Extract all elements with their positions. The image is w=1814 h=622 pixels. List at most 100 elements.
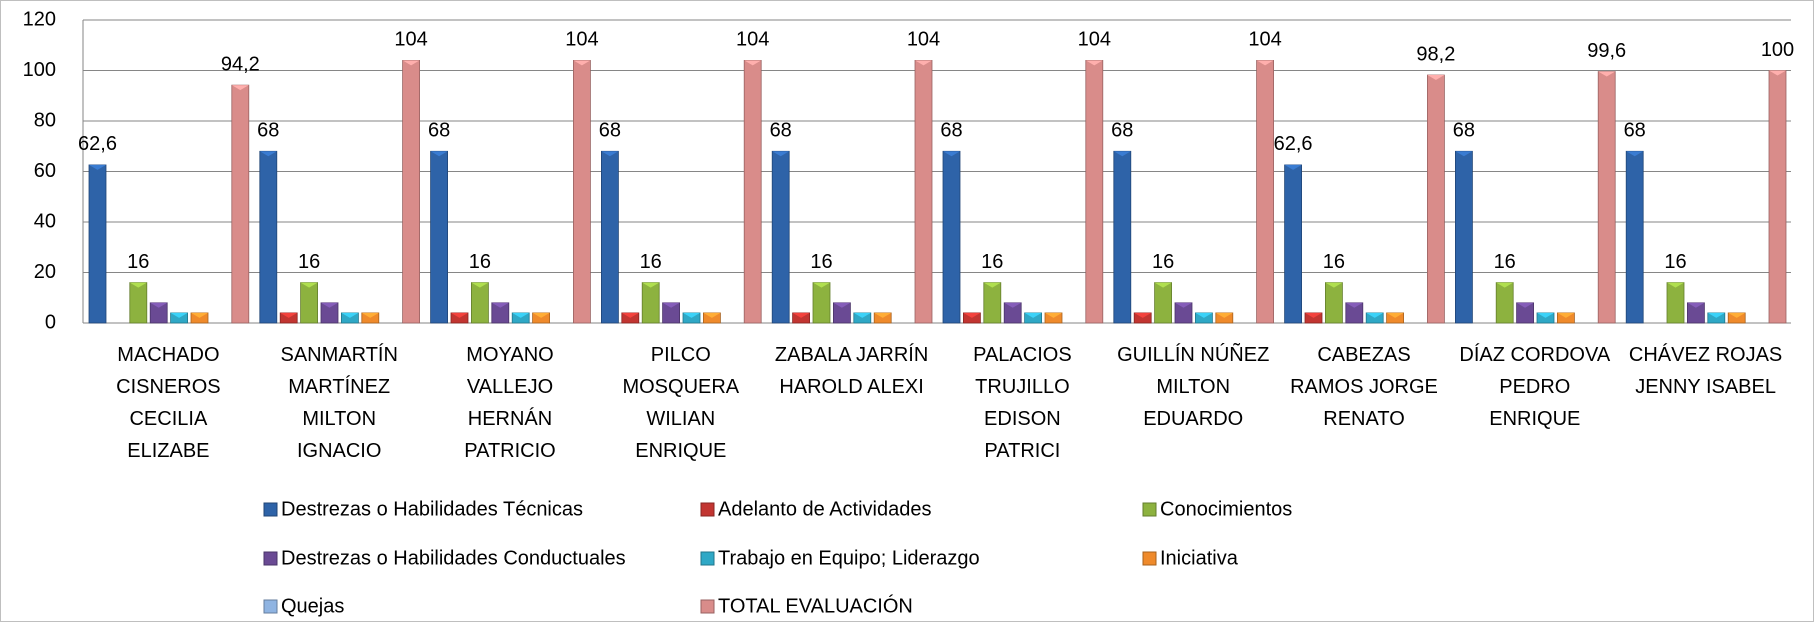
data-label: 94,2 xyxy=(221,53,260,75)
y-tick-label: 100 xyxy=(23,59,56,81)
bar-cap xyxy=(1004,302,1022,308)
bar-cap xyxy=(1085,60,1103,66)
data-label: 68 xyxy=(1624,120,1646,142)
bar-cap xyxy=(963,312,981,318)
data-label: 68 xyxy=(770,120,792,142)
bar-cap xyxy=(1134,312,1152,318)
x-tick-line: ENRIQUE xyxy=(635,440,726,462)
bar-cap xyxy=(1195,312,1213,318)
x-tick-label: PALACIOS TRUJILLO EDISON PATRICI xyxy=(973,344,1072,462)
data-label: 16 xyxy=(127,251,149,273)
bar-cap xyxy=(430,151,448,157)
data-label: 104 xyxy=(907,29,940,51)
bar xyxy=(300,282,319,324)
bar-cap xyxy=(792,312,810,318)
bar-cap xyxy=(321,302,338,308)
x-tick-line: PILCO xyxy=(651,344,711,366)
bar-cap xyxy=(1284,164,1302,170)
x-tick-line: ZABALA JARRÍN xyxy=(775,343,928,366)
bar xyxy=(259,150,278,324)
data-label: 104 xyxy=(565,29,598,51)
bar xyxy=(129,282,148,324)
x-tick-line: MOYANO xyxy=(466,344,553,366)
bar xyxy=(641,282,660,324)
x-tick-line: ELIZABE xyxy=(127,440,209,462)
bar-cap xyxy=(642,282,660,288)
bar-cap xyxy=(853,312,871,318)
legend-swatch xyxy=(1142,551,1157,566)
bar-cap xyxy=(1256,60,1274,66)
bar-cap xyxy=(1024,312,1042,318)
bar-cap xyxy=(915,60,932,66)
bar-cap xyxy=(300,282,318,288)
y-tick-label: 80 xyxy=(34,109,56,131)
x-tick-line: MILTON xyxy=(302,408,376,430)
x-tick-line: JENNY ISABEL xyxy=(1635,376,1776,398)
x-tick-line: PEDRO xyxy=(1499,376,1570,398)
bar-cap xyxy=(874,312,892,318)
x-tick-label: SANMARTÍN MARTÍNEZ MILTON IGNACIO xyxy=(280,343,397,462)
x-tick-line: DÍAZ CORDOVA xyxy=(1459,343,1610,366)
y-tick-label: 40 xyxy=(34,210,56,232)
data-label: 98,2 xyxy=(1416,43,1455,65)
legend-swatch xyxy=(263,502,278,517)
bar-cap xyxy=(943,151,960,157)
bar xyxy=(88,164,107,324)
bar-cap xyxy=(512,312,530,318)
x-tick-line: PATRICI xyxy=(984,440,1060,462)
bar-cap xyxy=(1045,312,1062,318)
bar-cap xyxy=(1215,312,1233,318)
bar-cap xyxy=(1113,151,1131,157)
bar-cap xyxy=(280,312,298,318)
bar xyxy=(402,60,421,324)
bar xyxy=(1284,164,1302,324)
bar-cap xyxy=(191,312,208,318)
x-tick-label: MACHADO CISNEROS CECILIA ELIZABE xyxy=(116,344,220,462)
x-tick-label: DÍAZ CORDOVA PEDRO ENRIQUE xyxy=(1459,343,1610,430)
x-tick-line: RAMOS JORGE xyxy=(1290,376,1438,398)
legend-swatch xyxy=(700,502,715,517)
bar-cap xyxy=(1175,302,1192,308)
bar-cap xyxy=(361,312,379,318)
bar-cap xyxy=(1386,312,1404,318)
bar-cap xyxy=(744,60,762,66)
x-tick-line: MILTON xyxy=(1156,376,1230,398)
bar xyxy=(1495,282,1514,324)
data-label: 62,6 xyxy=(78,133,117,155)
bar-cap xyxy=(471,282,489,288)
x-tick-line: ENRIQUE xyxy=(1489,408,1580,430)
bar-cap xyxy=(1626,151,1644,157)
data-label: 16 xyxy=(1323,251,1345,273)
data-label: 68 xyxy=(257,120,279,142)
bar xyxy=(743,60,762,324)
data-label: 68 xyxy=(1453,120,1475,142)
bar-cap xyxy=(662,302,680,308)
y-tick-label: 0 xyxy=(45,311,56,333)
bar-cap xyxy=(1427,75,1445,81)
bar xyxy=(1256,60,1274,324)
bar-cap xyxy=(703,312,721,318)
data-label: 104 xyxy=(736,29,769,51)
data-label: 68 xyxy=(599,120,621,142)
bar xyxy=(1597,71,1616,324)
x-tick-line: MOSQUERA xyxy=(622,376,739,398)
bar-cap xyxy=(621,312,639,318)
bar-cap xyxy=(1516,302,1534,308)
bar xyxy=(1085,60,1104,324)
x-tick-line: MACHADO xyxy=(117,344,219,366)
data-label: 100 xyxy=(1761,39,1794,61)
bar xyxy=(1625,150,1644,324)
x-tick-line: CISNEROS xyxy=(116,376,220,398)
data-label: 16 xyxy=(981,251,1003,273)
bar-cap xyxy=(1325,282,1343,288)
bar-cap xyxy=(983,282,1001,288)
bar-cap xyxy=(1728,312,1746,318)
x-tick-line: CECILIA xyxy=(129,408,207,430)
bar-cap xyxy=(150,302,168,308)
x-tick-label: ZABALA JARRÍN HAROLD ALEXI xyxy=(775,343,928,398)
bar xyxy=(812,282,831,324)
data-label: 68 xyxy=(428,120,450,142)
data-label: 104 xyxy=(1078,29,1111,51)
legend-swatch xyxy=(1142,502,1157,517)
